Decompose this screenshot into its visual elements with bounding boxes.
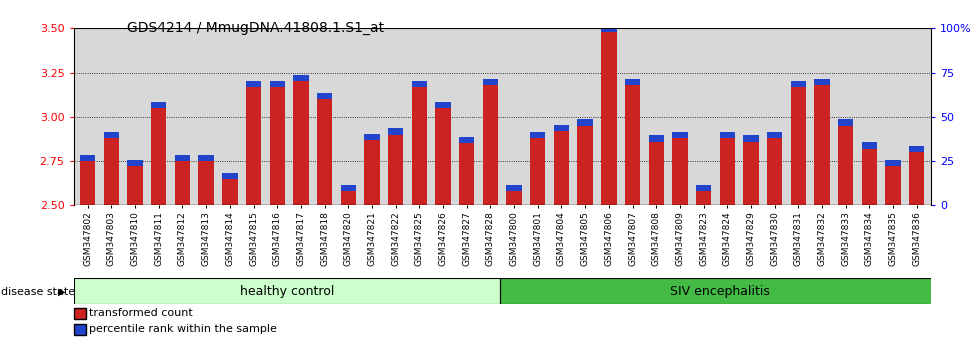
Bar [222, 173, 237, 179]
Bar [601, 32, 616, 205]
Bar [199, 161, 214, 205]
Bar [791, 87, 806, 205]
Bar [530, 138, 546, 205]
Bar [365, 134, 379, 140]
Bar [719, 132, 735, 138]
Bar [601, 26, 616, 32]
Bar [151, 102, 167, 108]
Bar [885, 160, 901, 166]
Bar [435, 108, 451, 205]
Bar [530, 132, 546, 138]
Bar [459, 143, 474, 205]
Text: SIV encephalitis: SIV encephalitis [670, 285, 770, 298]
Text: disease state: disease state [1, 287, 75, 297]
Bar [412, 87, 427, 205]
Bar [80, 155, 95, 161]
Bar [317, 99, 332, 205]
Bar [104, 138, 120, 205]
Bar [151, 108, 167, 205]
Bar [625, 79, 640, 85]
Bar [743, 142, 759, 205]
Bar [199, 155, 214, 161]
Bar [270, 81, 285, 87]
Bar [174, 155, 190, 161]
Bar [767, 138, 782, 205]
Bar [577, 126, 593, 205]
Bar [388, 129, 404, 135]
Text: healthy control: healthy control [239, 285, 334, 298]
Bar [507, 191, 521, 205]
Bar [909, 152, 924, 205]
Bar [435, 102, 451, 108]
Text: GDS4214 / MmugDNA.41808.1.S1_at: GDS4214 / MmugDNA.41808.1.S1_at [127, 21, 384, 35]
Bar [412, 81, 427, 87]
Bar [814, 85, 830, 205]
Bar [554, 125, 569, 131]
Bar [719, 138, 735, 205]
Text: ▶: ▶ [58, 287, 66, 297]
Bar [127, 160, 143, 166]
Bar [388, 135, 404, 205]
Bar [80, 161, 95, 205]
Bar [174, 161, 190, 205]
Bar [696, 191, 711, 205]
Bar [767, 132, 782, 138]
Bar [814, 79, 830, 85]
Bar [909, 146, 924, 152]
Bar [293, 81, 309, 205]
Bar [672, 132, 688, 138]
Bar [483, 85, 498, 205]
Bar [317, 93, 332, 99]
Text: percentile rank within the sample: percentile rank within the sample [89, 324, 277, 334]
Bar [861, 149, 877, 205]
Bar [341, 191, 356, 205]
Bar [743, 136, 759, 142]
Bar [246, 87, 262, 205]
Bar [649, 136, 663, 142]
Bar [459, 137, 474, 143]
Bar [74, 278, 500, 304]
Bar [270, 87, 285, 205]
Bar [365, 140, 379, 205]
Bar [222, 179, 237, 205]
Bar [554, 131, 569, 205]
Bar [293, 75, 309, 81]
Bar [483, 79, 498, 85]
Bar [696, 185, 711, 191]
Text: transformed count: transformed count [89, 308, 193, 318]
Bar [885, 166, 901, 205]
Bar [127, 166, 143, 205]
Bar [861, 143, 877, 149]
Bar [246, 81, 262, 87]
Bar [838, 120, 854, 126]
Bar [672, 138, 688, 205]
Bar [500, 278, 941, 304]
Bar [838, 126, 854, 205]
Bar [791, 81, 806, 87]
Bar [104, 132, 120, 138]
Bar [625, 85, 640, 205]
Bar [577, 120, 593, 126]
Bar [507, 185, 521, 191]
Bar [649, 142, 663, 205]
Bar [341, 185, 356, 191]
